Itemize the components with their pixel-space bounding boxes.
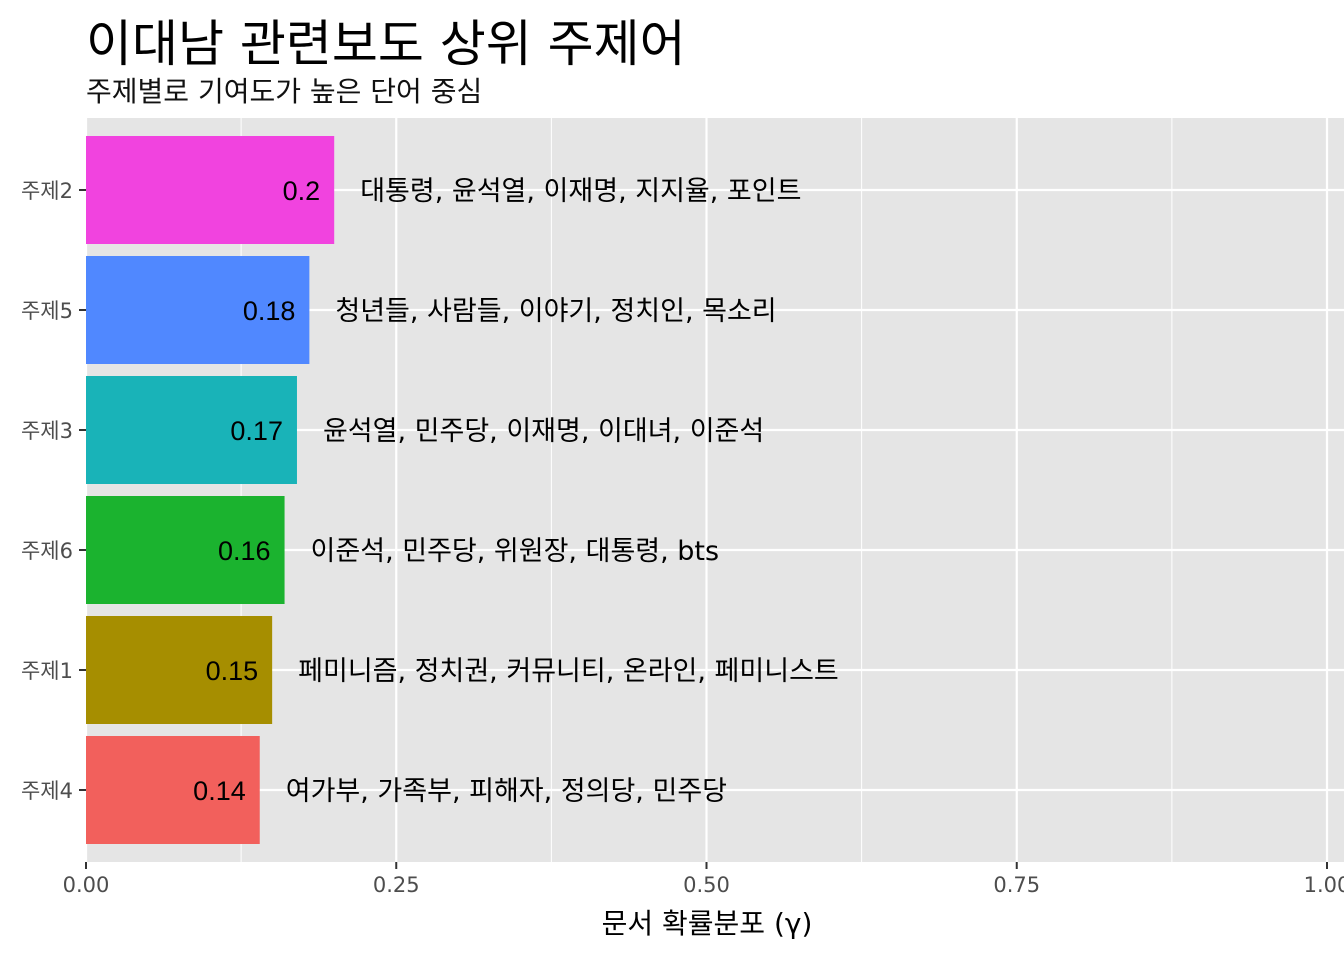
- y-tick-label: 주제6: [21, 539, 73, 563]
- bar-주제5: [86, 256, 310, 364]
- bar-terms-label: 대통령, 윤석열, 이재명, 지지율, 포인트: [360, 176, 801, 207]
- bar-주제3: [86, 376, 297, 484]
- y-tick-label: 주제2: [21, 179, 73, 203]
- chart-subtitle: 주제별로 기여도가 높은 단어 중심: [86, 75, 483, 108]
- bar-value-label: 0.18: [243, 296, 296, 326]
- x-tick-label: 0.00: [63, 873, 110, 897]
- bar-주제2: [86, 136, 335, 244]
- x-tick-label: 0.50: [683, 873, 730, 897]
- bar-value-label: 0.16: [218, 536, 271, 566]
- x-tick-label: 0.75: [993, 873, 1040, 897]
- bar-terms-label: 이준석, 민주당, 위원장, 대통령, bts: [311, 536, 720, 567]
- y-tick-label: 주제5: [21, 299, 73, 323]
- bar-주제1: [86, 616, 273, 724]
- x-tick-label: 1.00: [1304, 873, 1344, 897]
- bar-value-label: 0.15: [206, 656, 259, 686]
- x-axis-label: 문서 확률분포 (γ): [601, 907, 813, 940]
- y-tick-label: 주제4: [21, 779, 73, 803]
- bar-주제6: [86, 496, 285, 604]
- bar-value-label: 0.17: [230, 416, 283, 446]
- bar-terms-label: 여가부, 가족부, 피해자, 정의당, 민주당: [286, 776, 727, 807]
- x-tick-label: 0.25: [373, 873, 420, 897]
- bar-주제4: [86, 736, 260, 844]
- bar-value-label: 0.14: [193, 776, 246, 806]
- y-tick-label: 주제1: [21, 659, 73, 683]
- bar-terms-label: 청년들, 사람들, 이야기, 정치인, 목소리: [335, 296, 776, 327]
- bar-terms-label: 윤석열, 민주당, 이재명, 이대녀, 이준석: [323, 416, 764, 447]
- bar-value-label: 0.2: [283, 176, 321, 206]
- y-tick-label: 주제3: [21, 419, 73, 443]
- chart-title: 이대남 관련보도 상위 주제어: [86, 15, 686, 73]
- bar-terms-label: 페미니즘, 정치권, 커뮤니티, 온라인, 페미니스트: [298, 656, 839, 687]
